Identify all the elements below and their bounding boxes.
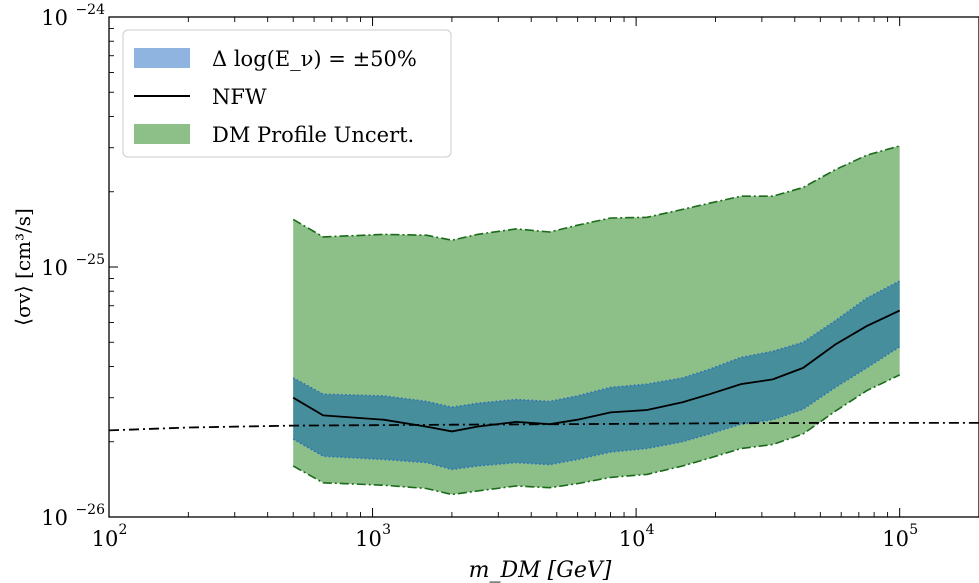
energy-band-lower-edge bbox=[292, 346, 901, 471]
x-tick-exponent: 3 bbox=[382, 522, 391, 538]
y-tick-label: 10 bbox=[41, 256, 68, 280]
legend-box bbox=[122, 29, 452, 158]
x-tick-label: 10 bbox=[355, 527, 382, 551]
legend-label: DM Profile Uncert. bbox=[212, 123, 414, 147]
y-axis-label: ⟨σv⟩ [cm³/s] bbox=[11, 208, 35, 326]
x-tick-label: 10 bbox=[882, 527, 909, 551]
legend-swatch bbox=[134, 124, 190, 144]
y-tick-exponent: −25 bbox=[75, 252, 105, 268]
legend-label: NFW bbox=[212, 85, 267, 109]
x-tick-exponent: 2 bbox=[119, 522, 128, 538]
energy-band-upper-edge bbox=[292, 280, 901, 409]
x-tick-exponent: 4 bbox=[646, 522, 655, 538]
legend-swatch bbox=[134, 48, 190, 68]
y-tick-label: 10 bbox=[41, 506, 68, 530]
dm-profile-band-lower-edge bbox=[292, 374, 901, 496]
y-tick-exponent: −26 bbox=[75, 502, 105, 518]
x-tick-label: 10 bbox=[92, 527, 119, 551]
y-tick-label: 10 bbox=[41, 6, 68, 30]
legend-label: Δ log(E_ν) = ±50% bbox=[212, 47, 417, 71]
x-axis-label: m_DM [GeV] bbox=[469, 558, 612, 583]
y-tick-exponent: −24 bbox=[75, 2, 105, 18]
energy-band bbox=[293, 280, 900, 470]
x-tick-exponent: 5 bbox=[909, 522, 918, 538]
reference-dashdot-line bbox=[109, 421, 979, 432]
y-axis: 10 −26 10 −25 10 −24 bbox=[41, 2, 118, 530]
dm-profile-band-upper-edge bbox=[292, 145, 900, 242]
plot-area bbox=[109, 145, 979, 496]
x-tick-label: 10 bbox=[619, 527, 646, 551]
x-axis: 10 2 10 3 10 4 10 5 bbox=[92, 17, 918, 551]
nfw-line bbox=[292, 309, 901, 433]
legend: Δ log(E_ν) = ±50% NFW DM Profile Uncert. bbox=[122, 29, 452, 158]
